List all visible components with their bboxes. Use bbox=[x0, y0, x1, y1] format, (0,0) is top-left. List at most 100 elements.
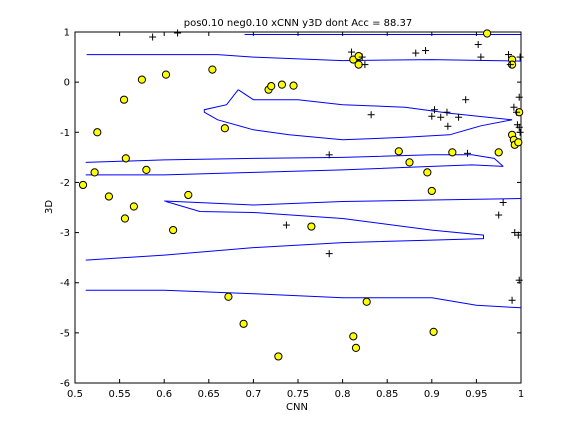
x-tick-label: 0.9 bbox=[424, 389, 440, 400]
x-axis-label: CNN bbox=[286, 402, 308, 413]
positive-point bbox=[119, 95, 129, 104]
y-tick-label: -3 bbox=[60, 228, 70, 239]
negative-point bbox=[510, 103, 518, 111]
positive-point bbox=[494, 148, 503, 157]
x-tick-label: 0.6 bbox=[156, 389, 172, 400]
positive-point bbox=[120, 214, 130, 223]
positive-point bbox=[427, 186, 436, 196]
x-tick-label: 0.55 bbox=[108, 389, 130, 400]
y-axis-label: 3D bbox=[44, 200, 55, 214]
negative-point bbox=[282, 221, 290, 229]
negative-point bbox=[444, 122, 452, 130]
positive-point bbox=[351, 343, 361, 352]
positive-point bbox=[394, 147, 403, 156]
positive-point bbox=[121, 154, 130, 163]
y-tick-label: -4 bbox=[60, 278, 70, 289]
positive-point bbox=[184, 190, 193, 200]
negative-point bbox=[430, 106, 438, 114]
negative-point bbox=[455, 113, 463, 121]
positive-point bbox=[423, 168, 432, 177]
negative-point bbox=[516, 53, 524, 61]
x-tick-label: 1 bbox=[518, 389, 524, 400]
positive-point bbox=[289, 81, 298, 90]
decision-boundary bbox=[85, 154, 504, 167]
positive-point bbox=[429, 327, 438, 336]
negative-point bbox=[348, 48, 356, 56]
positive-point bbox=[405, 158, 414, 167]
positive-point bbox=[354, 51, 363, 61]
positive-point bbox=[267, 82, 276, 91]
positive-point bbox=[137, 75, 146, 84]
x-tick-label: 0.95 bbox=[465, 389, 487, 400]
positive-point bbox=[104, 192, 113, 201]
decision-boundary bbox=[85, 164, 504, 176]
negative-point bbox=[515, 123, 523, 131]
positive-point bbox=[224, 292, 233, 301]
positive-point bbox=[362, 297, 371, 306]
positive-point bbox=[129, 202, 138, 211]
negative-point bbox=[474, 41, 482, 49]
negative-point bbox=[361, 61, 369, 69]
negative-point bbox=[325, 151, 333, 159]
x-axis: 0.5 0.55 0.6 0.65 0.7 0.75 0.8 0.85 0.9 0.95 1 bbox=[67, 32, 524, 400]
negative-point bbox=[437, 113, 445, 121]
decision-boundary bbox=[85, 289, 522, 309]
plot-area bbox=[74, 29, 524, 384]
x-tick-label: 0.85 bbox=[376, 389, 398, 400]
positive-point bbox=[142, 165, 151, 174]
negative-point bbox=[422, 47, 430, 55]
positive-point bbox=[307, 222, 316, 231]
negative-point bbox=[513, 108, 521, 116]
positive-point bbox=[349, 332, 358, 341]
negative-point bbox=[325, 250, 333, 258]
negative-point bbox=[495, 211, 503, 219]
negative-point bbox=[515, 93, 523, 101]
positive-point bbox=[239, 319, 248, 328]
positive-point bbox=[78, 180, 88, 190]
negative-point bbox=[428, 112, 436, 120]
negative-point bbox=[506, 61, 514, 69]
y-tick-label: -5 bbox=[60, 328, 70, 339]
positive-point bbox=[277, 80, 287, 89]
positive-point bbox=[514, 138, 523, 147]
negative-point bbox=[462, 96, 470, 104]
decision-boundary bbox=[164, 198, 522, 206]
x-tick-label: 0.5 bbox=[67, 389, 83, 400]
y-tick-label: -6 bbox=[60, 379, 70, 390]
negative-point bbox=[499, 198, 507, 206]
negative-point bbox=[174, 29, 182, 37]
negative-point bbox=[505, 51, 513, 59]
positive-point bbox=[90, 168, 99, 177]
x-tick-label: 0.7 bbox=[245, 389, 261, 400]
y-tick-label: -1 bbox=[60, 128, 70, 139]
y-tick-label: 1 bbox=[64, 28, 70, 39]
x-tick-label: 0.8 bbox=[335, 389, 351, 400]
positive-point bbox=[220, 124, 229, 133]
positive-point bbox=[483, 29, 492, 38]
axes-box bbox=[74, 31, 522, 384]
decision-boundary bbox=[86, 54, 522, 62]
negative-point bbox=[443, 108, 451, 116]
positive-point bbox=[354, 60, 363, 69]
positive-point bbox=[169, 225, 178, 235]
negative-point bbox=[477, 53, 485, 61]
decision-boundary bbox=[203, 89, 513, 141]
x-tick-label: 0.65 bbox=[198, 389, 220, 400]
negative-point bbox=[358, 53, 366, 61]
negative-point bbox=[463, 149, 471, 157]
positive-point bbox=[208, 65, 217, 74]
decision-boundary bbox=[85, 201, 484, 261]
positive-point bbox=[161, 70, 171, 79]
negative-point bbox=[412, 49, 420, 57]
negative-point bbox=[367, 111, 375, 119]
chart-title: pos0.10 neg0.10 xCNN y3D dont Acc = 88.3… bbox=[184, 18, 413, 29]
x-tick-label: 0.75 bbox=[287, 389, 309, 400]
y-axis: 1 0 -1 -2 -3 -4 -5 -6 bbox=[60, 28, 521, 390]
decision-boundary bbox=[237, 89, 513, 121]
positive-point bbox=[448, 148, 457, 157]
positive-point bbox=[93, 128, 102, 137]
negative-point bbox=[508, 296, 516, 304]
y-tick-label: 0 bbox=[64, 78, 70, 89]
